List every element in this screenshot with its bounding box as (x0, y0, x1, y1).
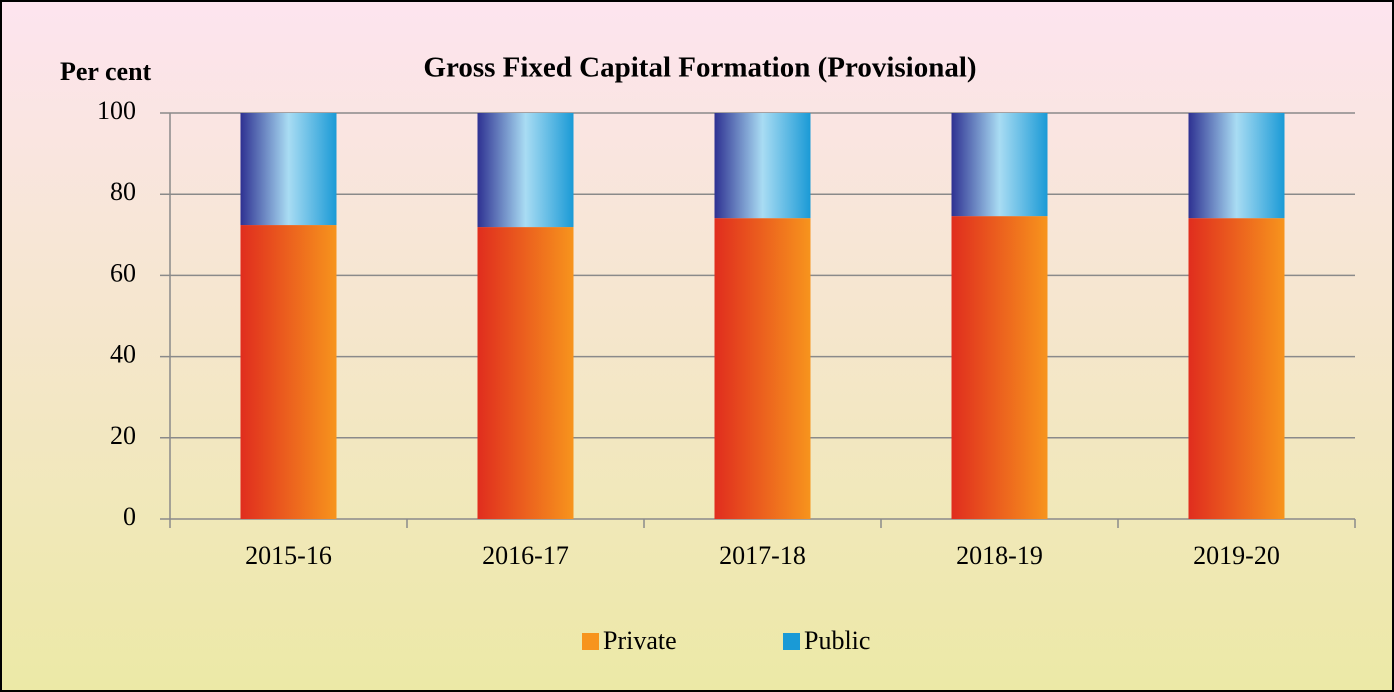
bar-segment (477, 227, 574, 519)
bar-segment (714, 113, 811, 219)
x-tick-label: 2018-19 (956, 541, 1043, 570)
x-tick-label: 2017-18 (719, 541, 806, 570)
legend-swatch (783, 633, 800, 650)
y-tick-label: 40 (110, 340, 136, 369)
legend-swatch (582, 633, 599, 650)
y-tick-label: 0 (123, 502, 136, 531)
chart-title: Gross Fixed Capital Formation (Provision… (423, 52, 976, 84)
bar-segment (1188, 218, 1285, 520)
y-axis-label: Per cent (60, 57, 152, 86)
x-tick-label: 2016-17 (482, 541, 569, 570)
y-tick-label: 20 (110, 421, 136, 450)
bar-segment (240, 113, 337, 226)
legend-label: Public (804, 626, 870, 655)
legend-label: Private (603, 626, 677, 655)
x-tick-label: 2015-16 (245, 541, 332, 570)
bar-segment (951, 216, 1048, 519)
bar-segment (1188, 113, 1285, 219)
bar-segment (714, 218, 811, 520)
y-tick-label: 80 (110, 177, 136, 206)
bar-segment (951, 113, 1048, 217)
y-tick-label: 100 (97, 96, 136, 125)
bar-segment (477, 113, 574, 228)
y-tick-label: 60 (110, 258, 136, 287)
x-tick-label: 2019-20 (1193, 541, 1280, 570)
bar-segment (240, 225, 337, 519)
